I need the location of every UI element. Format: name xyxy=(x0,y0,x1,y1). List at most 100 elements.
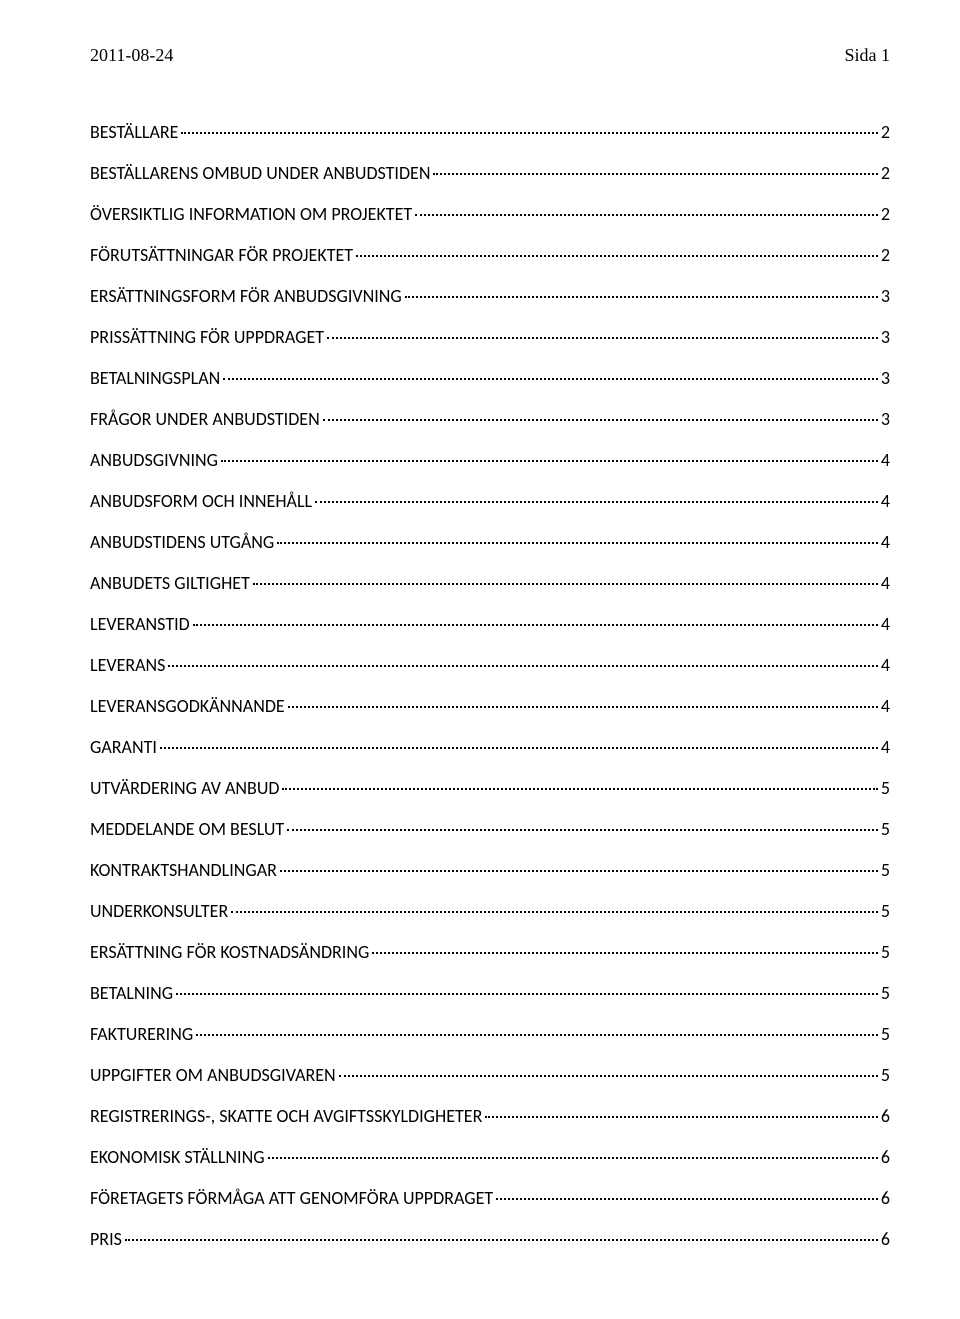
toc-entry-title: ERSÄTTNING FÖR KOSTNADSÄNDRING xyxy=(90,941,369,963)
toc-entry-title: FRÅGOR UNDER ANBUDSTIDEN xyxy=(90,408,320,430)
toc-entry-page: 6 xyxy=(881,1187,890,1209)
toc-entry-page: 5 xyxy=(881,818,890,840)
toc-entry: MEDDELANDE OM BESLUT 5 xyxy=(90,818,890,840)
toc-leader-dots xyxy=(221,460,878,462)
toc-leader-dots xyxy=(160,747,878,749)
toc-entry-page: 4 xyxy=(881,490,890,512)
toc-entry-page: 4 xyxy=(881,654,890,676)
toc-leader-dots xyxy=(193,624,878,626)
toc-entry-title: ÖVERSIKTLIG INFORMATION OM PROJEKTET xyxy=(90,203,412,225)
toc-entry-title: KONTRAKTSHANDLINGAR xyxy=(90,859,277,881)
toc-entry-page: 4 xyxy=(881,572,890,594)
toc-leader-dots xyxy=(315,501,878,503)
toc-entry-page: 5 xyxy=(881,900,890,922)
toc-entry-title: BESTÄLLARENS OMBUD UNDER ANBUDSTIDEN xyxy=(90,162,430,184)
toc-entry-title: BETALNING xyxy=(90,982,173,1004)
toc-entry-page: 5 xyxy=(881,859,890,881)
toc-leader-dots xyxy=(323,419,878,421)
toc-entry-title: LEVERANSTID xyxy=(90,613,190,635)
toc-entry-page: 5 xyxy=(881,1023,890,1045)
toc-entry-page: 4 xyxy=(881,531,890,553)
toc-entry-title: FÖRETAGETS FÖRMÅGA ATT GENOMFÖRA UPPDRAG… xyxy=(90,1187,493,1209)
toc-entry-page: 6 xyxy=(881,1228,890,1250)
toc-entry: PRIS 6 xyxy=(90,1228,890,1250)
toc-entry-page: 4 xyxy=(881,736,890,758)
toc-entry-title: MEDDELANDE OM BESLUT xyxy=(90,818,284,840)
toc-leader-dots xyxy=(280,870,878,872)
toc-leader-dots xyxy=(168,665,877,667)
toc-leader-dots xyxy=(176,993,878,995)
toc-entry-page: 5 xyxy=(881,777,890,799)
toc-leader-dots xyxy=(415,214,878,216)
toc-leader-dots xyxy=(356,255,878,257)
toc-leader-dots xyxy=(485,1116,878,1118)
toc-entry-title: UPPGIFTER OM ANBUDSGIVAREN xyxy=(90,1064,336,1086)
toc-entry-page: 4 xyxy=(881,449,890,471)
toc-entry-title: GARANTI xyxy=(90,736,157,758)
toc-entry: KONTRAKTSHANDLINGAR 5 xyxy=(90,859,890,881)
toc-entry: GARANTI 4 xyxy=(90,736,890,758)
toc-entry: UNDERKONSULTER 5 xyxy=(90,900,890,922)
toc-entry-page: 6 xyxy=(881,1105,890,1127)
toc-entry: LEVERANSTID 4 xyxy=(90,613,890,635)
toc-entry-title: PRISSÄTTNING FÖR UPPDRAGET xyxy=(90,326,324,348)
toc-entry-title: LEVERANSGODKÄNNANDE xyxy=(90,695,285,717)
toc-leader-dots xyxy=(268,1157,878,1159)
table-of-contents: BESTÄLLARE 2BESTÄLLARENS OMBUD UNDER ANB… xyxy=(90,121,890,1250)
toc-entry-title: FÖRUTSÄTTNINGAR FÖR PROJEKTET xyxy=(90,244,353,266)
toc-entry-title: UNDERKONSULTER xyxy=(90,900,228,922)
toc-entry: ANBUDETS GILTIGHET 4 xyxy=(90,572,890,594)
toc-leader-dots xyxy=(288,706,878,708)
toc-entry: BETALNING 5 xyxy=(90,982,890,1004)
toc-entry: BESTÄLLARE 2 xyxy=(90,121,890,143)
toc-entry: ANBUDSTIDENS UTGÅNG 4 xyxy=(90,531,890,553)
toc-leader-dots xyxy=(287,829,878,831)
toc-entry: BESTÄLLARENS OMBUD UNDER ANBUDSTIDEN 2 xyxy=(90,162,890,184)
toc-entry-page: 2 xyxy=(881,162,890,184)
toc-entry-title: PRIS xyxy=(90,1228,122,1250)
header-date: 2011-08-24 xyxy=(90,45,173,66)
toc-entry-title: REGISTRERINGS-, SKATTE OCH AVGIFTSSKYLDI… xyxy=(90,1105,482,1127)
toc-entry-title: ANBUDSGIVNING xyxy=(90,449,218,471)
toc-leader-dots xyxy=(196,1034,878,1036)
toc-leader-dots xyxy=(125,1239,878,1241)
toc-entry-page: 2 xyxy=(881,203,890,225)
page-header: 2011-08-24 Sida 1 xyxy=(90,45,890,66)
toc-entry-title: EKONOMISK STÄLLNING xyxy=(90,1146,265,1168)
toc-entry: ANBUDSFORM OCH INNEHÅLL 4 xyxy=(90,490,890,512)
toc-leader-dots xyxy=(181,132,877,134)
toc-entry-page: 3 xyxy=(881,367,890,389)
toc-entry-page: 3 xyxy=(881,285,890,307)
toc-leader-dots xyxy=(372,952,878,954)
toc-entry-title: BESTÄLLARE xyxy=(90,121,178,143)
toc-leader-dots xyxy=(339,1075,878,1077)
toc-entry-page: 4 xyxy=(881,695,890,717)
document-page: 2011-08-24 Sida 1 BESTÄLLARE 2BESTÄLLARE… xyxy=(0,0,960,1319)
toc-entry: FRÅGOR UNDER ANBUDSTIDEN 3 xyxy=(90,408,890,430)
toc-leader-dots xyxy=(277,542,878,544)
toc-leader-dots xyxy=(223,378,878,380)
toc-leader-dots xyxy=(496,1198,878,1200)
toc-entry: ERSÄTTNINGSFORM FÖR ANBUDSGIVNING 3 xyxy=(90,285,890,307)
toc-entry-title: FAKTURERING xyxy=(90,1023,193,1045)
toc-entry-page: 5 xyxy=(881,1064,890,1086)
toc-entry: FÖRUTSÄTTNINGAR FÖR PROJEKTET 2 xyxy=(90,244,890,266)
toc-entry-title: BETALNINGSPLAN xyxy=(90,367,220,389)
toc-entry-page: 4 xyxy=(881,613,890,635)
toc-entry-page: 2 xyxy=(881,244,890,266)
toc-entry-page: 2 xyxy=(881,121,890,143)
toc-entry-title: UTVÄRDERING AV ANBUD xyxy=(90,777,279,799)
toc-leader-dots xyxy=(405,296,878,298)
toc-entry: LEVERANSGODKÄNNANDE 4 xyxy=(90,695,890,717)
toc-leader-dots xyxy=(231,911,878,913)
toc-entry-page: 5 xyxy=(881,982,890,1004)
toc-entry-title: ANBUDSTIDENS UTGÅNG xyxy=(90,531,274,553)
toc-entry: PRISSÄTTNING FÖR UPPDRAGET 3 xyxy=(90,326,890,348)
toc-entry: ANBUDSGIVNING 4 xyxy=(90,449,890,471)
toc-leader-dots xyxy=(327,337,878,339)
toc-leader-dots xyxy=(433,173,877,175)
toc-entry: EKONOMISK STÄLLNING 6 xyxy=(90,1146,890,1168)
header-page-label: Sida 1 xyxy=(844,45,890,66)
toc-entry-title: LEVERANS xyxy=(90,654,165,676)
toc-entry-title: ANBUDSFORM OCH INNEHÅLL xyxy=(90,490,312,512)
